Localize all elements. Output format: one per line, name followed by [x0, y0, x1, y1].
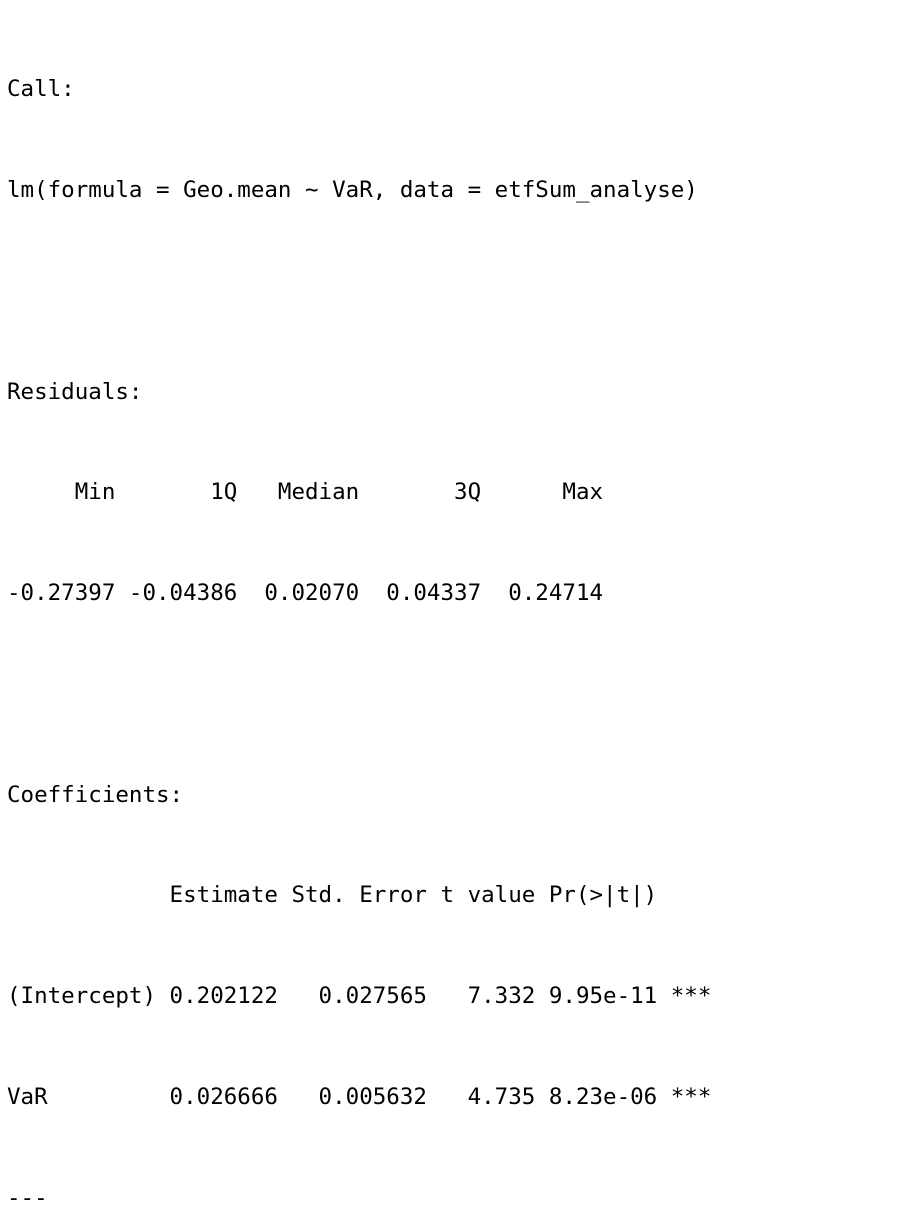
coefficients-header-row: Estimate Std. Error t value Pr(>|t|): [7, 882, 712, 909]
coefficients-row-var: VaR 0.026666 0.005632 4.735 8.23e-06 ***: [7, 1084, 712, 1110]
blank-line: [7, 275, 907, 309]
residuals-values-row: -0.27397 -0.04386 0.02070 0.04337 0.2471…: [7, 580, 617, 607]
call-formula: lm(formula = Geo.mean ~ VaR, data = etfS…: [7, 176, 698, 203]
residuals-header-row: Min 1Q Median 3Q Max: [7, 479, 617, 506]
coefficients-heading: Coefficients:: [7, 781, 184, 808]
residuals-heading: Residuals:: [7, 378, 143, 405]
call-heading: Call:: [7, 76, 75, 103]
blank-line: [7, 678, 907, 712]
separator-line: ---: [7, 1184, 48, 1211]
coefficients-row-intercept: (Intercept) 0.202122 0.027565 7.332 9.95…: [7, 983, 712, 1010]
r-console-output: Call: lm(formula = Geo.mean ~ VaR, data …: [7, 6, 907, 1212]
